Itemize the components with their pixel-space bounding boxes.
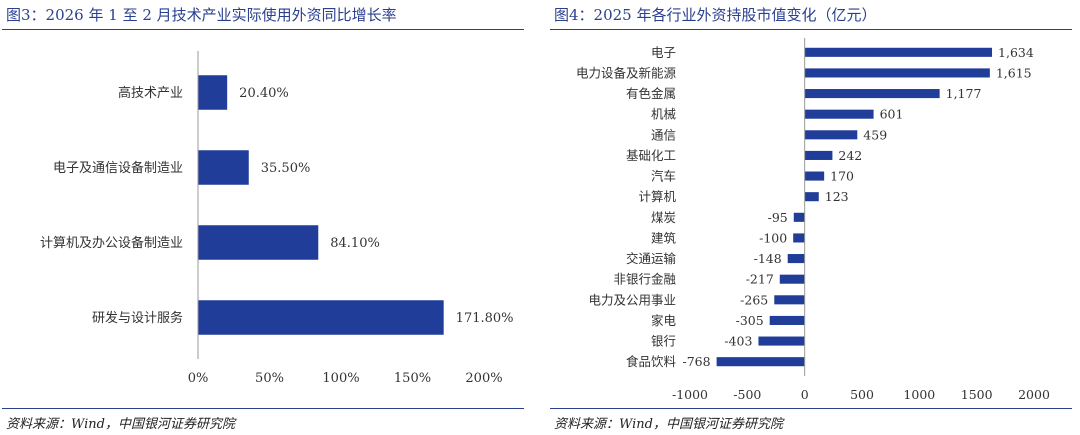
category-label: 电力设备及新能源: [576, 65, 677, 80]
data-label: -95: [768, 210, 788, 225]
bar: [758, 336, 805, 346]
bar: [804, 171, 825, 181]
tick-label: 150%: [394, 371, 431, 386]
source-rule: [2, 408, 524, 409]
chart-title: 图3：2026 年 1 至 2 月技术产业实际使用外资同比增长率: [6, 6, 397, 24]
tick-label: 1500: [961, 387, 993, 402]
bar: [804, 192, 819, 202]
data-label: 1,177: [946, 86, 982, 101]
data-label: 170: [830, 169, 854, 184]
category-label: 计算机及办公设备制造业: [40, 235, 183, 251]
bar: [793, 233, 805, 243]
chart-panel-left: 图3：2026 年 1 至 2 月技术产业实际使用外资同比增长率 高技术产业 20…: [0, 0, 530, 435]
tick-label: 1000: [903, 387, 935, 402]
data-label: 35.50%: [261, 161, 311, 176]
bar: [716, 357, 805, 367]
data-label: -217: [746, 272, 774, 287]
bar: [804, 89, 940, 99]
category-label: 汽车: [651, 169, 676, 184]
category-label: 电子: [651, 45, 676, 60]
category-label: 建筑: [651, 230, 677, 245]
category-label: 通信: [651, 127, 676, 142]
data-label: 459: [863, 127, 887, 142]
category-label: 机械: [651, 107, 677, 122]
category-label: 煤炭: [651, 210, 676, 225]
category-label: 计算机: [638, 189, 676, 204]
category-label: 银行: [651, 334, 676, 349]
data-label: 1,634: [998, 45, 1034, 60]
bar: [774, 295, 805, 305]
chart-title: 图4：2025 年各行业外资持股市值变化（亿元）: [554, 6, 877, 24]
title-rule: [550, 29, 1072, 30]
tick-label: 500: [850, 387, 874, 402]
bar: [198, 300, 444, 335]
source-note: 资料来源：Wind，中国银河证券研究院: [6, 417, 235, 432]
holdings-change-bar-chart: 电子 1,634 电力设备及新能源 1,615 有色金属 1,177 机械 601 通信 459 基…: [576, 38, 1050, 402]
bar: [804, 47, 993, 57]
title-rule: [2, 29, 524, 30]
tick-label: 0%: [188, 371, 209, 386]
data-label: -148: [754, 251, 782, 266]
bar: [779, 274, 805, 284]
data-label: -100: [759, 230, 787, 245]
data-label: 20.40%: [239, 86, 289, 101]
data-label: -403: [724, 334, 752, 349]
data-label: 84.10%: [330, 236, 380, 251]
tick-label: 100%: [322, 371, 359, 386]
data-label: 1,615: [996, 65, 1032, 80]
tick-label: -500: [733, 387, 761, 402]
category-label: 电子及通信设备制造业: [53, 160, 183, 176]
data-label: 242: [838, 148, 862, 163]
bar: [804, 130, 858, 140]
source-rule: [550, 408, 1072, 409]
data-label: 601: [880, 107, 904, 122]
bar: [198, 150, 249, 185]
category-label: 电力及公用事业: [588, 292, 676, 307]
category-label: 高技术产业: [118, 85, 183, 101]
bar: [804, 68, 990, 78]
category-label: 基础化工: [626, 148, 676, 163]
bar: [804, 109, 874, 119]
category-label: 有色金属: [626, 86, 676, 101]
bar: [804, 150, 833, 160]
data-label: 171.80%: [456, 311, 514, 326]
category-label: 家电: [651, 313, 677, 328]
tick-label: -1000: [672, 387, 708, 402]
bar: [793, 212, 805, 222]
bar: [198, 225, 319, 260]
source-note: 资料来源：Wind，中国银河证券研究院: [554, 417, 783, 432]
tick-label: 200%: [465, 371, 502, 386]
tick-label: 2000: [1018, 387, 1050, 402]
data-label: -305: [736, 313, 764, 328]
growth-rate-bar-chart: 高技术产业 20.40% 电子及通信设备制造业 35.50% 计算机及办公设备制造业 84…: [40, 51, 514, 386]
tick-label: 50%: [255, 371, 284, 386]
data-label: 123: [825, 189, 849, 204]
bar: [198, 75, 228, 110]
data-label: -265: [740, 292, 768, 307]
category-label: 食品饮料: [626, 354, 677, 369]
category-label: 非银行金融: [613, 272, 676, 287]
tick-label: 0: [801, 387, 809, 402]
chart-panel-right: 图4：2025 年各行业外资持股市值变化（亿元） 电子 1,634 电力设备及新能源…: [548, 0, 1080, 435]
category-label: 研发与设计服务: [92, 310, 183, 326]
bar: [787, 254, 805, 264]
bar: [769, 315, 805, 325]
category-label: 交通运输: [626, 251, 677, 266]
data-label: -768: [683, 354, 711, 369]
